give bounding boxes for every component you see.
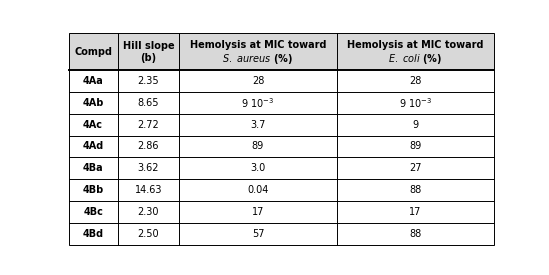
Text: 0.04: 0.04 [247,185,268,195]
Text: Hill slope: Hill slope [122,41,174,51]
Bar [69,33,494,70]
Text: Compd: Compd [74,46,112,57]
Text: 57: 57 [251,229,264,239]
Text: 2.35: 2.35 [138,76,159,86]
Text: 2.72: 2.72 [138,120,159,130]
Text: 88: 88 [409,185,422,195]
Text: 4Ad: 4Ad [82,141,104,152]
Text: 3.7: 3.7 [250,120,266,130]
Text: 4Bc: 4Bc [83,207,103,217]
Text: 4Ba: 4Ba [83,163,103,173]
Text: 88: 88 [409,229,422,239]
Text: 8.65: 8.65 [138,98,159,108]
Text: 27: 27 [409,163,422,173]
Text: $\mathit{E.\ coli}$ (%): $\mathit{E.\ coli}$ (%) [388,52,442,66]
Text: 9 10$^{-3}$: 9 10$^{-3}$ [242,96,274,110]
Text: Hemolysis at MIC toward: Hemolysis at MIC toward [190,40,326,50]
Text: 28: 28 [409,76,422,86]
Text: 89: 89 [252,141,264,152]
Text: 4Aa: 4Aa [83,76,103,86]
Text: Hemolysis at MIC toward: Hemolysis at MIC toward [347,40,484,50]
Text: 4Bb: 4Bb [82,185,104,195]
Text: 4Ab: 4Ab [82,98,104,108]
Text: 2.86: 2.86 [138,141,159,152]
Text: (b): (b) [141,53,156,63]
Text: 3.0: 3.0 [250,163,266,173]
Text: 89: 89 [409,141,422,152]
Text: 17: 17 [252,207,264,217]
Text: 3.62: 3.62 [138,163,159,173]
Text: 17: 17 [409,207,422,217]
Text: 4Bd: 4Bd [82,229,104,239]
Text: 28: 28 [252,76,264,86]
Text: 4Ac: 4Ac [83,120,103,130]
Text: 14.63: 14.63 [135,185,162,195]
Text: 9 10$^{-3}$: 9 10$^{-3}$ [399,96,432,110]
Text: 2.50: 2.50 [138,229,159,239]
Text: 2.30: 2.30 [138,207,159,217]
Text: 9: 9 [412,120,418,130]
Text: $\mathit{S.\ aureus}$ (%): $\mathit{S.\ aureus}$ (%) [222,52,294,66]
